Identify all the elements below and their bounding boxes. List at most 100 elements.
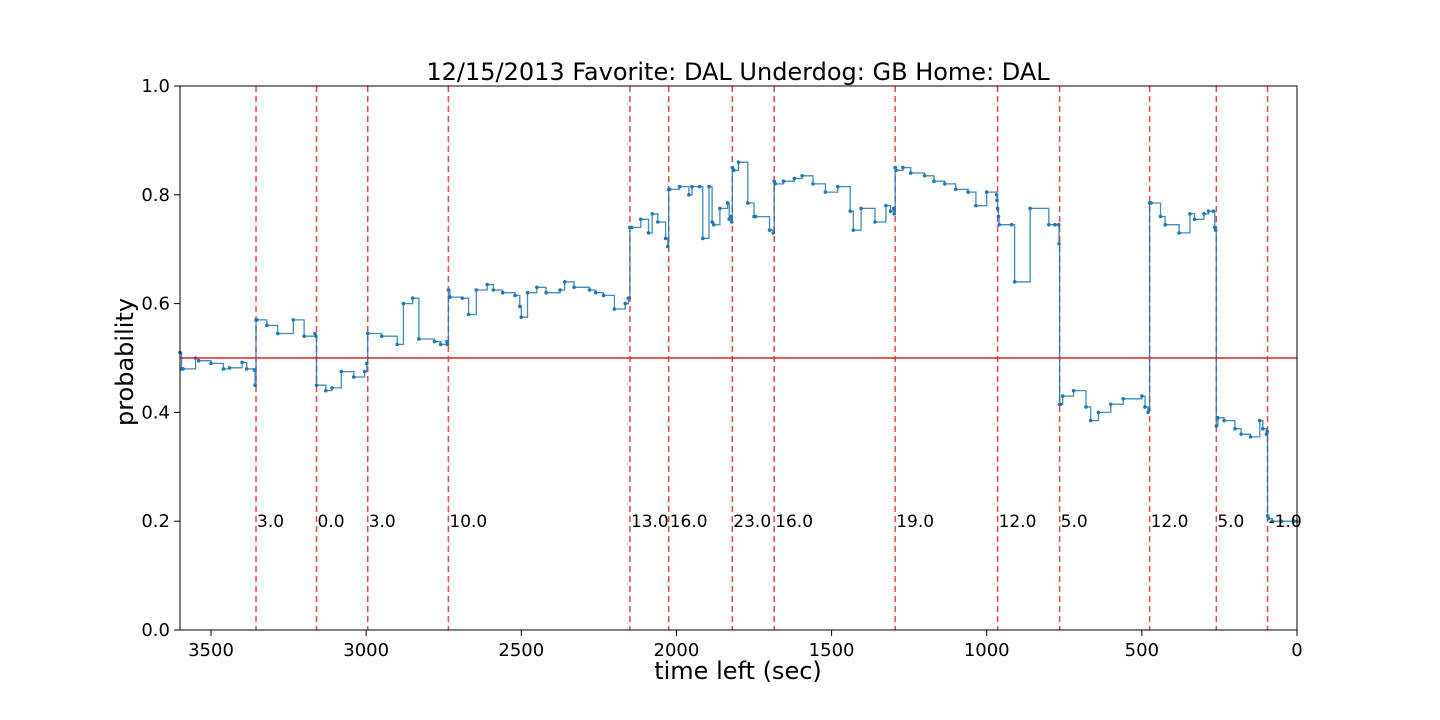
data-point	[800, 173, 804, 178]
event-label-9: 12.0	[999, 512, 1037, 532]
data-point	[1009, 222, 1014, 227]
data-point	[587, 288, 592, 292]
data-point	[884, 203, 888, 208]
data-point	[324, 388, 328, 393]
data-point	[181, 367, 185, 371]
data-point	[612, 307, 617, 311]
data-point	[1265, 429, 1270, 434]
data-point	[1188, 212, 1192, 216]
event-label-7: 16.0	[775, 512, 813, 532]
data-point	[1057, 241, 1061, 246]
data-point	[1056, 222, 1061, 227]
data-point	[1096, 410, 1101, 415]
data-point	[1046, 222, 1051, 227]
data-point	[544, 290, 548, 295]
data-point	[922, 173, 927, 178]
event-label-11: 12.0	[1151, 512, 1189, 532]
data-point	[1202, 212, 1206, 216]
data-point	[908, 171, 913, 175]
y-tick-label: 0.0	[141, 620, 170, 641]
data-point	[519, 315, 524, 320]
data-point	[500, 290, 505, 295]
data-point	[460, 296, 465, 300]
data-point	[894, 168, 898, 173]
data-point	[994, 193, 999, 197]
x-axis-label: time left (sec)	[654, 657, 822, 685]
data-point	[995, 198, 999, 203]
plot-frame	[179, 85, 1298, 631]
data-point	[1213, 228, 1218, 232]
data-point	[701, 236, 705, 241]
event-label-10: 5.0	[1061, 512, 1088, 532]
data-point	[746, 201, 750, 205]
data-point	[893, 165, 897, 170]
data-point	[291, 318, 296, 322]
data-point	[417, 337, 421, 341]
chart-title: 12/15/2013 Favorite: DAL Underdog: GB Ho…	[426, 58, 1050, 86]
data-point	[646, 231, 651, 235]
data-point	[629, 225, 634, 230]
data-point	[1146, 410, 1150, 415]
y-tick-label: 1.0	[141, 76, 170, 97]
data-point	[690, 184, 694, 189]
data-point	[736, 160, 741, 164]
data-point	[997, 222, 1001, 227]
data-point	[729, 220, 734, 224]
data-point	[677, 184, 682, 189]
data-point	[410, 296, 415, 300]
data-point	[873, 220, 877, 224]
data-point	[275, 331, 280, 336]
data-point	[1239, 432, 1243, 436]
data-point	[1088, 418, 1093, 423]
data-point	[1060, 394, 1065, 398]
event-label-0: 3.0	[257, 512, 284, 532]
data-point	[1163, 222, 1167, 227]
data-point	[1257, 418, 1262, 423]
data-point	[196, 358, 201, 363]
data-point	[1053, 222, 1057, 227]
data-point	[1265, 513, 1270, 518]
data-point	[395, 342, 399, 347]
data-point	[974, 203, 978, 208]
data-point	[446, 288, 451, 292]
data-point	[562, 280, 567, 284]
data-point	[491, 288, 496, 292]
data-point	[252, 368, 257, 372]
y-tick-label: 0.4	[141, 402, 170, 423]
data-point	[1071, 388, 1076, 393]
data-point	[663, 236, 668, 241]
data-point	[665, 244, 670, 249]
data-point	[781, 179, 786, 183]
data-point	[485, 282, 489, 287]
y-axis: 0.0 0.2 0.4 0.6 0.8 1.0	[141, 76, 180, 641]
data-point	[1266, 516, 1271, 521]
x-tick-label: 2500	[498, 640, 544, 661]
data-point	[811, 182, 815, 186]
y-axis-label: probability	[111, 298, 139, 426]
data-point	[728, 214, 733, 219]
data-point	[697, 184, 702, 189]
data-point	[572, 285, 576, 290]
data-point	[365, 331, 370, 336]
data-point	[1222, 418, 1226, 423]
data-point	[1028, 206, 1032, 211]
data-point	[517, 304, 522, 309]
data-point	[438, 342, 443, 347]
data-point	[848, 209, 852, 213]
data-point	[253, 383, 257, 388]
data-point	[401, 301, 406, 306]
x-tick-label: 3000	[343, 640, 389, 661]
data-point	[773, 182, 777, 186]
data-point	[1140, 394, 1144, 398]
data-point	[891, 206, 896, 211]
data-point	[227, 365, 232, 370]
data-point	[953, 187, 958, 192]
event-label-1: 0.0	[318, 512, 345, 532]
data-point	[667, 187, 672, 192]
data-point	[888, 209, 893, 213]
data-point	[1149, 201, 1153, 205]
data-point	[627, 296, 632, 300]
data-point	[362, 369, 367, 374]
data-point	[265, 323, 269, 328]
